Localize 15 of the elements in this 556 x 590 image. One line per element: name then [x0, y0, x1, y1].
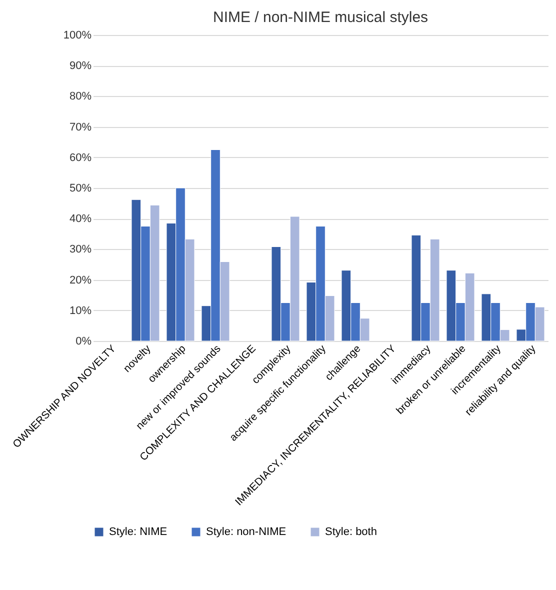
y-tick-label: 20% — [69, 274, 92, 286]
y-tick-label: 0% — [76, 336, 92, 348]
legend-label: Style: NIME — [109, 526, 168, 538]
y-tick-label: 80% — [69, 90, 92, 103]
y-tick-label: 100% — [63, 30, 92, 42]
y-tick-label: 30% — [69, 244, 92, 256]
y-tick-label: 70% — [69, 121, 92, 134]
legend-label: Style: non-NIME — [206, 526, 286, 538]
y-tick-label: 10% — [69, 304, 92, 317]
y-tick-label: 50% — [69, 182, 92, 194]
y-tick-label: 90% — [69, 60, 92, 72]
y-tick-label: 60% — [69, 152, 92, 164]
chart-title: NIME / non-NIME musical styles — [212, 9, 428, 26]
y-tick-label: 40% — [69, 213, 92, 226]
legend-label: Style: both — [325, 526, 377, 538]
